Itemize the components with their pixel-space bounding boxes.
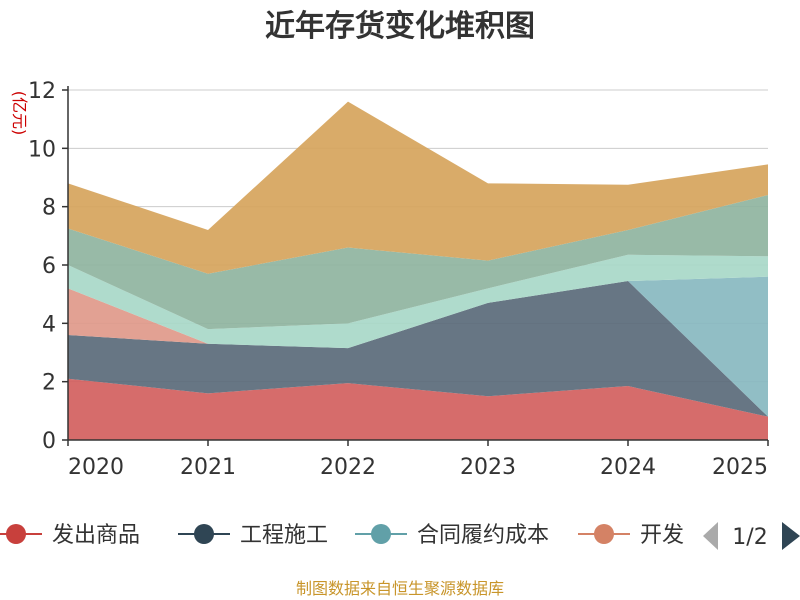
- data-source-note: 制图数据来自恒生聚源数据库: [296, 579, 504, 598]
- axes: 0 2 4 6 8 10 12 2020 2021 2022 2023 2024 2025: [28, 79, 769, 480]
- y-tick-label: 10: [28, 137, 56, 162]
- y-tick-label: 12: [28, 79, 56, 104]
- legend-item[interactable]: 工程施工: [178, 523, 328, 548]
- x-tick-label: 2022: [320, 455, 376, 480]
- legend-item[interactable]: 发出商品: [0, 523, 140, 548]
- legend-item[interactable]: 开发: [578, 523, 684, 548]
- legend-prev-page-icon[interactable]: [703, 522, 718, 550]
- x-tick-label: 2024: [600, 455, 656, 480]
- legend-page-indicator: 1/2: [732, 525, 767, 550]
- legend-label: 工程施工: [240, 523, 328, 548]
- area-series-1: [68, 378, 768, 440]
- x-tick-label: 2025: [712, 455, 768, 480]
- legend-next-page-icon[interactable]: [782, 522, 800, 550]
- y-tick-label: 4: [42, 312, 56, 337]
- area-series-6: [68, 195, 768, 330]
- area-series-3: [68, 276, 768, 417]
- area-series-2: [68, 281, 768, 417]
- legend-marker-icon: [194, 524, 214, 544]
- legend-label: 合同履约成本: [417, 523, 549, 548]
- legend-marker-icon: [6, 524, 26, 544]
- x-tick-label: 2023: [460, 455, 516, 480]
- legend-pager: 1/2: [703, 522, 800, 550]
- y-tick-label: 2: [42, 371, 56, 396]
- y-axis-unit-label: (亿元): [10, 91, 29, 136]
- y-tick-label: 6: [42, 254, 56, 279]
- chart-title: 近年存货变化堆积图: [265, 9, 535, 44]
- area-series-7: [68, 101, 768, 274]
- y-tick-label: 0: [42, 429, 56, 454]
- legend: 发出商品 工程施工 合同履约成本 开发: [0, 523, 684, 548]
- area-series: [68, 101, 768, 440]
- legend-marker-icon: [371, 524, 391, 544]
- legend-item[interactable]: 合同履约成本: [355, 523, 549, 548]
- legend-label: 开发: [640, 523, 684, 548]
- y-tick-label: 8: [42, 196, 56, 221]
- legend-label: 发出商品: [52, 523, 140, 548]
- x-tick-label: 2020: [68, 455, 124, 480]
- legend-marker-icon: [594, 524, 614, 544]
- area-series-5: [68, 254, 768, 349]
- x-tick-label: 2021: [180, 455, 236, 480]
